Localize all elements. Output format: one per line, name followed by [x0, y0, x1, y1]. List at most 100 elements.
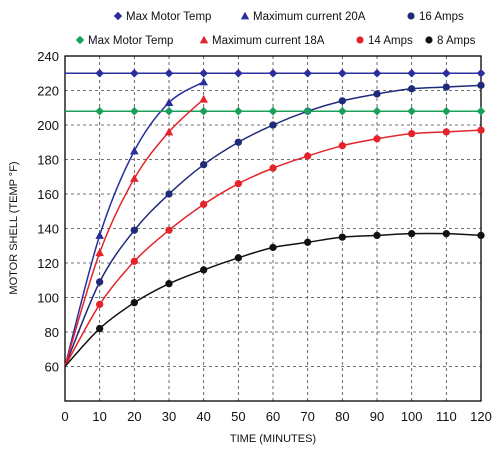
data-point-marker [96, 300, 104, 309]
data-point-marker [408, 85, 416, 93]
data-point-marker [268, 68, 278, 78]
legend-label: 16 Amps [419, 11, 464, 23]
data-point-marker [130, 174, 139, 182]
data-point-marker [356, 36, 364, 44]
series-0 [64, 68, 486, 78]
y-tick-label: 120 [37, 256, 59, 271]
y-tick-label: 80 [45, 325, 59, 340]
data-point-marker [164, 127, 174, 136]
data-point-marker [373, 90, 381, 98]
data-point-marker [477, 231, 485, 240]
data-point-marker [130, 226, 138, 234]
legend-label: 14 Amps [368, 35, 413, 47]
data-point-marker [130, 68, 139, 78]
data-point-marker [303, 68, 312, 78]
data-point-marker [200, 266, 208, 274]
y-tick-label: 160 [37, 187, 59, 202]
data-point-marker [130, 106, 139, 116]
data-point-marker [442, 106, 451, 116]
x-tick-label: 50 [231, 409, 245, 424]
x-tick-label: 20 [127, 409, 141, 424]
data-point-marker [200, 200, 208, 209]
data-point-marker [442, 68, 451, 78]
x-tick-label: 0 [61, 409, 68, 424]
data-point-marker [200, 161, 208, 169]
series-5 [64, 126, 485, 367]
data-point-marker [407, 106, 416, 116]
legend-item: Max Motor Temp [113, 11, 211, 23]
legend-label: Maximum current 18A [212, 35, 325, 47]
data-point-marker [425, 36, 433, 44]
data-point-marker [95, 68, 104, 78]
data-point-marker [95, 248, 104, 257]
y-tick-label: 180 [37, 153, 59, 168]
data-point-marker [165, 226, 173, 234]
x-axis-label: TIME (MINUTES) [230, 433, 316, 445]
x-tick-label: 30 [162, 409, 176, 424]
data-point-marker [234, 106, 243, 116]
data-point-marker [338, 106, 347, 116]
data-point-marker [130, 146, 139, 155]
data-point-marker [75, 35, 85, 45]
y-axis-label: MOTOR SHELL (TEMP °F) [8, 161, 20, 294]
data-point-marker [373, 135, 381, 143]
data-point-marker [199, 94, 208, 103]
data-point-marker [407, 12, 415, 20]
legend: Max Motor Temp Maximum current 20A 16 Amps… [75, 11, 476, 47]
data-point-marker [199, 77, 208, 86]
data-point-marker [372, 68, 382, 78]
data-point-marker [477, 81, 485, 89]
series-2 [64, 81, 485, 367]
data-point-marker [269, 164, 277, 172]
data-point-marker [476, 106, 486, 116]
series-4 [64, 94, 208, 367]
series-6 [64, 230, 485, 368]
series-line [64, 98, 205, 367]
legend-item: Max Motor Temp [75, 35, 173, 47]
data-point-marker [96, 324, 104, 333]
legend-label: Max Motor Temp [88, 35, 173, 47]
data-point-marker [442, 128, 450, 136]
legend-label: Max Motor Temp [126, 11, 211, 23]
x-tick-label: 100 [401, 409, 423, 424]
x-tick-label: 90 [370, 409, 384, 424]
data-point-marker [164, 106, 174, 116]
legend-item: Maximum current 20A [240, 11, 366, 23]
data-point-marker [442, 83, 450, 91]
data-point-marker [113, 11, 123, 21]
legend-label: 8 Amps [437, 35, 476, 47]
data-point-marker [338, 97, 346, 105]
x-tick-label: 60 [266, 409, 280, 424]
data-point-marker [95, 106, 104, 116]
data-point-marker [269, 243, 277, 252]
data-point-marker [338, 142, 346, 150]
data-point-marker [373, 231, 381, 240]
data-point-marker [199, 35, 209, 44]
legend-item: 8 Amps [425, 35, 476, 47]
plot-frame [64, 55, 482, 402]
x-tick-label: 80 [335, 409, 349, 424]
data-point-marker [96, 278, 104, 286]
data-point-marker [442, 230, 450, 238]
data-point-marker [338, 233, 346, 241]
legend-item: Maximum current 18A [199, 35, 325, 47]
y-tick-label: 60 [45, 360, 59, 375]
y-tick-label: 220 [37, 84, 59, 99]
data-point-marker [268, 106, 278, 116]
tick-labels: 0 10 20 30 40 50 60 70 80 90 100 110 120 60 80 100 120 14… [37, 49, 492, 424]
x-tick-label: 10 [92, 409, 106, 424]
data-point-marker [408, 230, 416, 238]
y-tick-label: 240 [37, 49, 59, 64]
legend-item: 14 Amps [356, 35, 413, 47]
data-point-marker [477, 126, 485, 134]
data-point-marker [95, 231, 104, 239]
data-point-marker [165, 280, 173, 288]
y-tick-label: 140 [37, 222, 59, 237]
data-point-marker [199, 106, 208, 116]
y-tick-label: 200 [37, 118, 59, 133]
data-point-marker [164, 68, 174, 78]
x-tick-label: 110 [436, 409, 457, 424]
data-point-marker [234, 254, 242, 262]
series-group [64, 68, 486, 368]
